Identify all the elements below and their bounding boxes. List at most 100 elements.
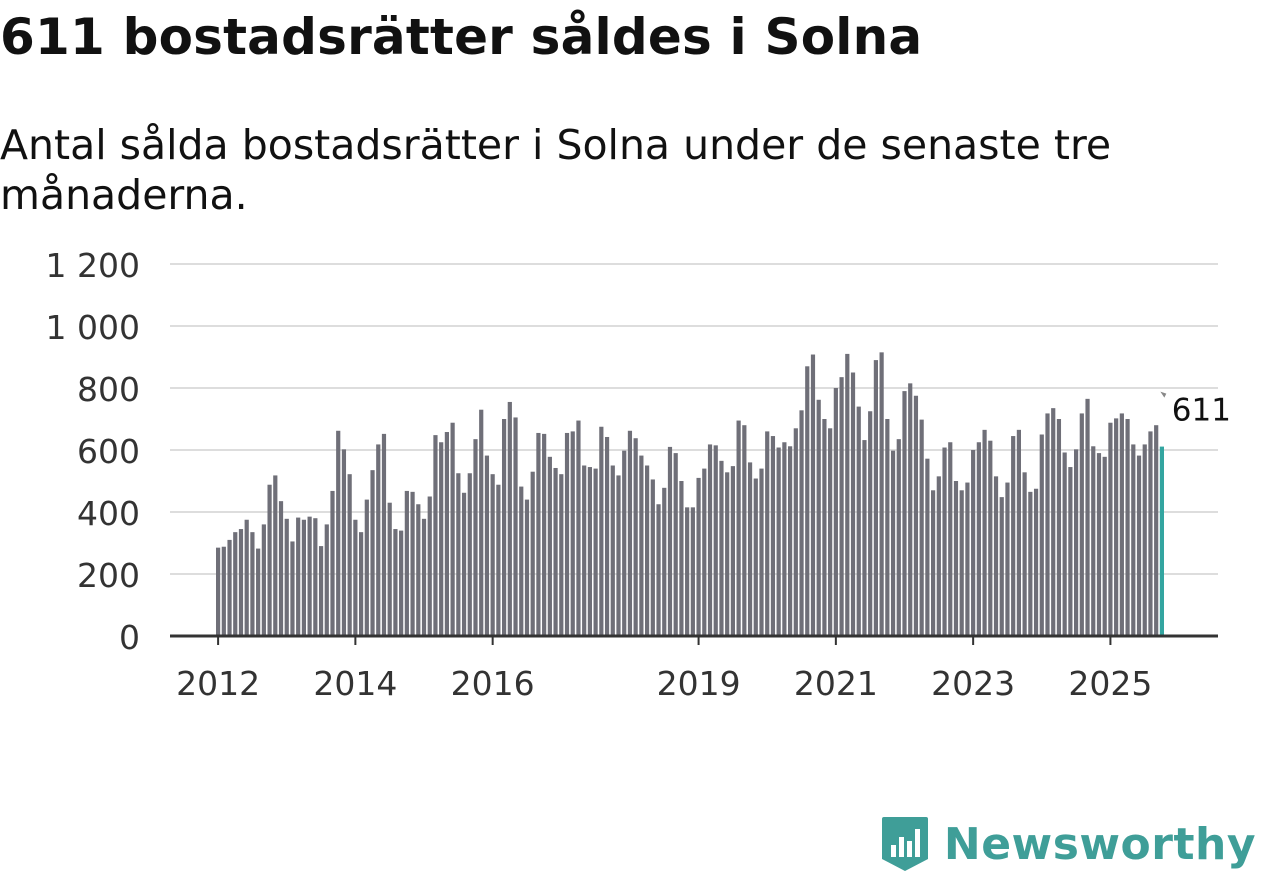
bar [381,433,387,636]
y-tick-label: 400 [77,494,140,533]
bar [690,507,695,636]
bar [502,419,507,636]
bar [513,417,518,636]
bar [336,430,341,636]
bar-highlight [1159,446,1164,636]
bar [542,433,547,636]
bar [456,473,461,636]
x-tick-label: 2021 [794,664,878,703]
bar [942,447,947,636]
bar [359,532,364,636]
bar [839,377,844,636]
bar [805,366,810,636]
bar [976,442,981,636]
bar [1125,419,1130,636]
bar [1114,418,1119,636]
bar [1079,413,1084,636]
bar [387,502,392,636]
bar [765,431,770,636]
bar [931,490,936,636]
bar [770,436,776,636]
bar [353,519,358,636]
bar [404,490,409,636]
x-tick-label: 2025 [1068,664,1152,703]
bar [742,425,747,636]
bar [1062,452,1067,636]
bar [536,432,541,636]
bar [862,440,867,636]
brand-name: Newsworthy [943,818,1256,870]
bar [427,496,432,636]
y-tick-label: 0 [119,618,140,657]
bar [793,428,798,636]
bar [685,507,690,636]
bar [988,440,993,636]
x-tick-label: 2019 [657,664,741,703]
bar [587,467,592,636]
bar [1091,446,1096,636]
bar [879,352,884,636]
bar [873,360,878,636]
bar [816,399,821,636]
bar [719,460,724,636]
bar [828,428,833,636]
bar [473,439,478,636]
bar [1102,456,1107,636]
annotation-pointer [1160,391,1167,398]
bar [982,429,987,636]
bar [1074,449,1079,636]
bar [1068,467,1073,636]
bar [845,353,850,636]
bar [1096,453,1102,636]
bar [1108,422,1113,636]
y-tick-label: 600 [77,432,140,471]
bar [639,455,644,636]
bar [1142,444,1147,636]
bar [1039,434,1044,636]
brand-logo[interactable]: Newsworthy [880,815,1256,873]
bar [1028,491,1033,636]
bar [1056,419,1062,636]
bar [450,422,455,636]
bar [730,466,735,636]
bar [233,532,238,636]
bar [902,391,907,636]
bar [673,453,678,636]
bar [593,468,598,636]
bar [868,411,873,636]
bar [999,497,1004,636]
bar [1136,455,1142,636]
bar [610,465,615,636]
bar [645,465,650,636]
bar [1154,425,1159,636]
bar [261,524,266,636]
chart-title: 611 bostadsrätter såldes i Solna [0,8,923,66]
bar [444,432,449,636]
bar [627,430,633,636]
bar [576,420,581,636]
bar [376,444,381,636]
x-tick-label: 2016 [451,664,535,703]
bar [856,406,861,636]
x-tick-label: 2012 [176,664,260,703]
chart-subtitle: Antal sålda bostadsrätter i Solna under … [0,121,1112,219]
x-tick-label: 2023 [931,664,1015,703]
bar [553,467,558,636]
bar [776,447,781,636]
bar [702,468,707,636]
bar [364,499,369,636]
bar [290,541,295,636]
bar [971,450,976,636]
x-tick-label: 2014 [313,664,397,703]
bar [1148,431,1153,636]
bar [410,491,415,636]
bar [679,481,684,636]
bar [324,524,329,636]
bar [850,372,856,636]
bar [507,401,512,636]
bar [919,419,924,636]
y-tick-label: 1 200 [46,246,140,285]
bar [530,471,535,636]
bar [965,482,970,636]
